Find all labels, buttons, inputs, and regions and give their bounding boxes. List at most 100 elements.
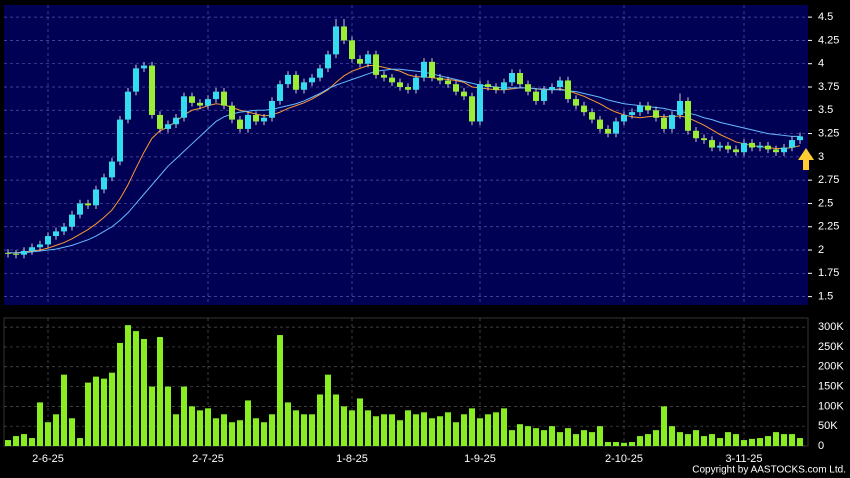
volume-bar	[237, 420, 243, 446]
candle-body	[405, 86, 411, 90]
candle-body	[477, 84, 483, 122]
y-tick-label: 100K	[818, 400, 844, 412]
y-tick-label: 1.5	[818, 291, 833, 303]
volume-bar	[437, 416, 443, 446]
y-tick-label: 3.25	[818, 127, 839, 139]
y-tick-label: 2.75	[818, 174, 839, 186]
candle-body	[741, 142, 747, 153]
candle-body	[733, 149, 739, 153]
volume-bar	[93, 376, 99, 446]
volume-bar	[565, 428, 571, 446]
candle-body	[69, 214, 75, 227]
y-tick-label: 4	[818, 58, 824, 70]
volume-bar	[485, 414, 491, 446]
y-tick-label: 1.75	[818, 267, 839, 279]
candle-body	[397, 82, 403, 87]
candle-body	[797, 136, 803, 141]
candle-body	[525, 84, 531, 92]
candle-body	[125, 91, 131, 120]
volume-bar	[493, 412, 499, 446]
volume-bar	[253, 418, 259, 446]
candle-body	[213, 91, 219, 100]
candle-body	[469, 96, 475, 122]
candle-body	[429, 61, 435, 78]
candle-body	[589, 112, 595, 120]
volume-bar	[133, 331, 139, 446]
volume-bar	[413, 414, 419, 446]
volume-bar	[757, 438, 763, 446]
candle-body	[197, 102, 203, 106]
candle-body	[117, 119, 123, 162]
volume-bar	[61, 374, 67, 446]
volume-bar	[53, 414, 59, 446]
candle-body	[461, 91, 467, 97]
volume-bar	[629, 442, 635, 446]
volume-bar	[725, 432, 731, 446]
volume-bar	[557, 432, 563, 446]
volume-bar	[645, 434, 651, 446]
candle-body	[341, 26, 347, 41]
volume-bar	[749, 438, 755, 446]
candle-body	[549, 86, 555, 90]
volume-bar	[429, 418, 435, 446]
volume-bar	[269, 414, 275, 446]
volume-bar	[525, 426, 531, 446]
volume-bar	[181, 386, 187, 446]
volume-bar	[77, 438, 83, 446]
volume-bar	[309, 414, 315, 446]
candle-body	[541, 89, 547, 101]
candle-body	[317, 68, 323, 78]
volume-bar	[13, 436, 19, 446]
volume-bar	[781, 434, 787, 446]
volume-bar	[29, 438, 35, 446]
y-tick-label: 200K	[818, 361, 844, 373]
volume-bar	[477, 418, 483, 446]
volume-bar	[5, 440, 11, 446]
y-tick-label: 4.5	[818, 11, 833, 23]
volume-bar	[701, 436, 707, 446]
volume-bar	[69, 418, 75, 446]
candle-body	[365, 54, 371, 64]
candle-body	[285, 74, 291, 85]
candle-body	[205, 99, 211, 106]
candle-body	[581, 105, 587, 113]
volume-bar	[85, 382, 91, 446]
candle-body	[189, 96, 195, 103]
volume-bar	[773, 432, 779, 446]
volume-bar	[653, 430, 659, 446]
candle-body	[277, 84, 283, 101]
candle-body	[381, 74, 387, 78]
plot-layer: 1.5 1.75 2 2.25 2.5 2.75 3 3.25 3.5 3.75 4 4.25 4.5 0…	[4, 5, 844, 465]
y-tick-label: 150K	[818, 380, 844, 392]
candle-body	[309, 77, 315, 83]
candle-body	[677, 100, 683, 115]
candle-body	[293, 74, 299, 90]
candle-body	[45, 236, 51, 245]
volume-bar	[541, 430, 547, 446]
volume-bar	[149, 386, 155, 446]
candle-body	[693, 130, 699, 139]
candle-body	[557, 80, 563, 87]
volume-bar	[797, 438, 803, 446]
candle-body	[325, 54, 331, 69]
volume-bar	[157, 337, 163, 446]
volume-bar	[461, 414, 467, 446]
volume-bar	[669, 426, 675, 446]
x-tick-label: 1-9-25	[464, 453, 496, 465]
volume-bar	[117, 342, 123, 446]
candle-body	[173, 117, 179, 125]
candle-body	[389, 77, 395, 83]
volume-bar	[397, 420, 403, 446]
volume-bar	[45, 422, 51, 446]
candle-body	[749, 142, 755, 148]
volume-bar	[165, 386, 171, 446]
volume-bar	[101, 378, 107, 446]
candle-body	[221, 91, 227, 106]
arrow-marker	[798, 148, 814, 170]
volume-bar	[349, 410, 355, 446]
candle-body	[237, 119, 243, 129]
volume-bar	[357, 398, 363, 446]
candle-body	[565, 80, 571, 100]
candle-body	[653, 110, 659, 118]
